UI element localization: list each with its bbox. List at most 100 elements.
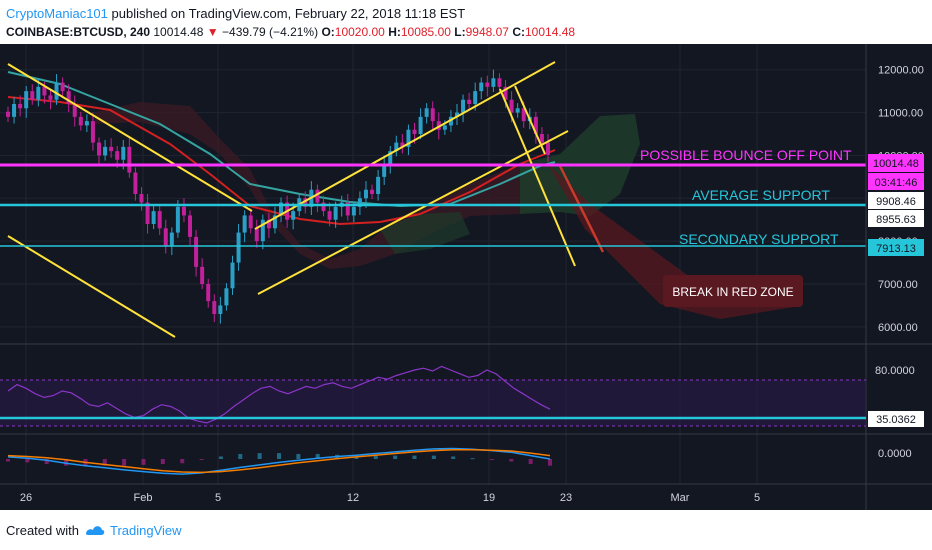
macd-hist-bar	[548, 459, 552, 466]
candle-body	[78, 116, 83, 126]
candle-body	[448, 116, 453, 126]
time-tick-label: Feb	[134, 492, 153, 504]
candle-body	[467, 99, 472, 104]
candle-body	[321, 202, 326, 212]
footer: Created with TradingView	[0, 510, 932, 550]
candle-body	[169, 232, 174, 246]
chart-area[interactable]: POSSIBLE BOUNCE OFF POINT AVERAGE SUPPOR…	[0, 44, 932, 510]
candle-body	[436, 121, 441, 130]
candle-body	[60, 82, 65, 92]
break-zone-annotation: BREAK IN RED ZONE	[672, 285, 793, 299]
macd-hist-bar	[160, 459, 165, 465]
candle-body	[200, 266, 205, 284]
candle-body	[48, 95, 53, 100]
cloud-green-2	[380, 212, 470, 254]
price-change: −439.79 (−4.21%)	[222, 25, 319, 39]
rsi-tag-text: 35.0362	[876, 414, 916, 426]
close-label: C:	[512, 25, 525, 39]
high-label: H:	[388, 25, 401, 39]
low-value: 9948.07	[465, 25, 509, 39]
chart-svg[interactable]: POSSIBLE BOUNCE OFF POINT AVERAGE SUPPOR…	[0, 44, 932, 510]
time-tick-label: Mar	[671, 492, 690, 504]
open-value: 10020.00	[334, 25, 385, 39]
macd-hist-bar	[509, 459, 514, 462]
macd-hist-bar	[315, 453, 320, 459]
candle-body	[97, 142, 102, 156]
price-tick-label: 11000.00	[878, 108, 923, 120]
last-price: 10014.48	[153, 25, 204, 39]
uptrend-line-lower	[257, 130, 569, 295]
candle-body	[84, 121, 89, 126]
candle-body	[333, 206, 338, 220]
candle-body	[272, 215, 277, 229]
candle-body	[254, 228, 259, 242]
countdown-text: 03:41:46	[875, 177, 918, 189]
macd-hist-bar	[393, 455, 398, 459]
countdown-tag	[868, 173, 924, 190]
candle-body	[521, 108, 526, 122]
macd-histogram	[6, 453, 552, 466]
macd-hist-bar	[122, 459, 127, 466]
time-axis: 26 Feb 5 12 19 23 Mar 5	[20, 492, 760, 504]
macd-hist-bar	[489, 459, 494, 460]
candle-body	[509, 99, 514, 113]
price-tag-mid-text: 8955.63	[876, 214, 916, 226]
macd-hist-bar	[296, 453, 301, 459]
macd-hist-bar	[199, 459, 204, 460]
ma-teal-line	[7, 71, 556, 208]
macd-hist-bar	[64, 459, 69, 466]
price-tag-mid	[868, 210, 924, 227]
candle-body	[18, 104, 23, 109]
candle-body	[491, 78, 496, 87]
candle-body	[382, 164, 387, 177]
candle-body	[42, 86, 47, 96]
break-zone-box	[663, 275, 803, 307]
tradingview-logo-icon[interactable]	[84, 522, 106, 538]
author-link[interactable]: CryptoManiac101	[6, 6, 108, 21]
candle-body	[412, 129, 417, 134]
price-tick-label: 12000.00	[878, 65, 924, 77]
red-projection-line	[558, 165, 605, 253]
tradingview-link[interactable]: TradingView	[110, 523, 182, 538]
macd-hist-bar	[431, 455, 436, 459]
price-tag-average-text: 9908.46	[876, 196, 916, 208]
macd-hist-bar	[412, 455, 417, 459]
macd-signal-line	[7, 449, 551, 474]
candle-body	[163, 228, 168, 246]
macd-tick-zero: 0.0000	[878, 448, 912, 460]
candle-body	[515, 108, 520, 113]
price-tag-last-text: 10014.48	[873, 158, 919, 170]
candle-body	[351, 206, 356, 216]
macd-hist-bar	[373, 455, 378, 459]
candle-body	[230, 262, 235, 289]
candle-body	[430, 108, 435, 122]
candle-body	[533, 116, 538, 134]
ohlc-line: COINBASE:BTCUSD, 240 10014.48 ▼ −439.79 …	[6, 25, 575, 39]
candle-body	[139, 194, 144, 203]
candle-body	[418, 116, 423, 134]
low-label: L:	[454, 25, 466, 39]
macd-hist-bar	[6, 459, 10, 462]
time-tick-label: 19	[483, 492, 495, 504]
candle-body	[115, 151, 120, 160]
candle-body	[370, 189, 375, 194]
high-value: 10085.00	[400, 25, 451, 39]
candle-body	[194, 236, 199, 267]
secondary-support-annotation: SECONDARY SUPPORT	[679, 231, 839, 247]
symbol-label: COINBASE:BTCUSD, 240	[6, 25, 151, 39]
candle-body	[12, 104, 17, 117]
candle-body	[327, 211, 332, 220]
candle-body	[248, 215, 253, 229]
candle-body	[103, 146, 108, 156]
candle-body	[212, 301, 217, 314]
candle-body	[66, 91, 71, 104]
created-with-text: Created with	[6, 523, 79, 538]
macd-hist-bar	[141, 459, 146, 465]
time-tick-label: 23	[560, 492, 572, 504]
rsi-tick-80: 80.0000	[875, 365, 915, 377]
price-tick-label: 6000.00	[878, 322, 918, 334]
price-tag-average	[868, 192, 924, 209]
macd-hist-bar	[277, 453, 281, 459]
time-tick-label: 5	[754, 492, 760, 504]
candle-body	[266, 219, 271, 229]
